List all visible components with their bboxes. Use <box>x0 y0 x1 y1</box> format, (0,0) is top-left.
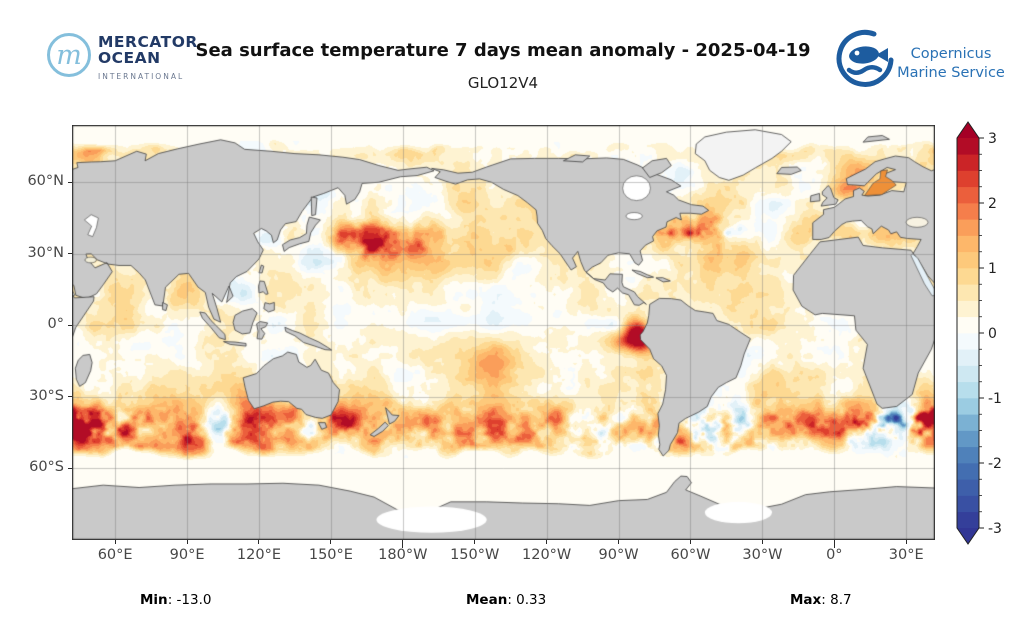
colorbar-segment <box>957 203 979 220</box>
x-tick-label: 0° <box>826 547 843 563</box>
mercator-ocean-wordmark: MERCATOR OCEAN INTERNATIONAL <box>98 34 198 85</box>
colorbar-segment <box>957 219 979 236</box>
colorbar-tick-label: 0 <box>988 326 997 342</box>
x-tick-label: 150°E <box>308 547 353 563</box>
colorbar-segment <box>957 316 979 334</box>
stat-min: Min: -13.0 <box>140 592 211 608</box>
svg-text:m: m <box>56 40 82 71</box>
colorbar-upper-arrow <box>957 122 979 138</box>
stat-mean-label: Mean <box>466 592 508 608</box>
colorbar-segment <box>957 414 979 431</box>
stat-mean-value: 0.33 <box>516 592 547 608</box>
copernicus-line2: Marine Service <box>897 65 1005 81</box>
colorbar-segment <box>957 511 979 529</box>
y-tick-label: 30°S <box>29 387 64 404</box>
colorbar-segment <box>957 365 979 383</box>
colorbar-segment <box>957 446 979 464</box>
colorbar: -3 -2 -1 0 1 2 3 <box>956 121 1002 545</box>
stat-sep: : <box>507 592 517 608</box>
x-tick-mark <box>474 540 476 544</box>
colorbar-segment <box>957 349 979 366</box>
x-tick-mark <box>689 540 691 544</box>
colorbar-segment <box>957 251 979 269</box>
x-tick-label: 120°E <box>236 547 282 563</box>
colorbar-tick-label: 1 <box>988 261 997 277</box>
colorbar-segment <box>957 300 979 318</box>
stat-sep: : <box>167 592 177 608</box>
y-tick-mark <box>68 181 72 183</box>
colorbar-segment <box>957 381 979 399</box>
y-tick-label: 30°N <box>27 244 64 261</box>
x-tick-label: 60°W <box>670 547 711 563</box>
copernicus-wordmark: Copernicus Marine Service <box>893 45 1009 83</box>
x-tick-mark <box>402 540 404 548</box>
y-tick-mark <box>68 253 72 255</box>
x-tick-mark <box>905 540 907 544</box>
stat-min-label: Min <box>140 592 168 608</box>
colorbar-segment <box>957 170 979 188</box>
colorbar-tick-label: 3 <box>988 131 997 147</box>
plot-area <box>72 125 935 540</box>
x-tick-label: 30°E <box>888 547 924 563</box>
mercator-line1: MERCATOR <box>98 33 198 51</box>
stat-mean: Mean: 0.33 <box>466 592 546 608</box>
stat-max-value: 8.7 <box>830 592 852 608</box>
colorbar-segment <box>957 463 979 480</box>
colorbar-segment <box>957 333 979 350</box>
stat-min-value: -13.0 <box>176 592 212 608</box>
x-tick-mark <box>114 540 116 544</box>
y-tick-label: 0° <box>47 316 64 333</box>
x-tick-label: 150°W <box>450 547 500 563</box>
y-tick-mark <box>68 396 72 398</box>
colorbar-segment <box>957 138 979 155</box>
colorbar-tick-label: -3 <box>988 521 1002 537</box>
colorbar-segment <box>957 235 979 253</box>
x-tick-mark <box>618 540 620 544</box>
copernicus-fish-icon <box>836 29 894 87</box>
colorbar-segment <box>957 284 979 301</box>
stat-sep: : <box>821 592 831 608</box>
colorbar-segment <box>957 154 979 171</box>
colorbar-tick-label: -2 <box>988 456 1002 472</box>
x-tick-mark <box>833 540 835 548</box>
page-title: Sea surface temperature 7 days mean anom… <box>195 40 811 61</box>
page-subtitle: GLO12V4 <box>467 74 539 92</box>
stat-max-label: Max <box>790 592 822 608</box>
colorbar-segment <box>957 186 979 204</box>
colorbar-segment <box>957 430 979 448</box>
x-tick-mark <box>330 540 332 544</box>
x-tick-mark <box>258 540 260 544</box>
x-tick-label: 90°E <box>169 547 205 563</box>
colorbar-segment <box>957 479 979 496</box>
mercator-line2: OCEAN <box>98 49 161 67</box>
y-tick-label: 60°N <box>27 173 64 190</box>
x-tick-label: 30°W <box>742 547 783 563</box>
x-tick-label: 60°E <box>97 547 133 563</box>
x-tick-mark <box>546 540 548 544</box>
colorbar-segment <box>957 268 979 285</box>
world-sst-anomaly-map <box>72 125 935 540</box>
y-tick-label: 60°S <box>29 459 64 476</box>
copernicus-line1: Copernicus <box>910 46 992 62</box>
colorbar-lower-arrow <box>957 528 979 544</box>
x-tick-label: 120°W <box>522 547 572 563</box>
mercator-line3: INTERNATIONAL <box>98 72 185 81</box>
mercator-ocean-logo-icon: m <box>47 33 91 77</box>
x-tick-label: 180°W <box>378 547 428 563</box>
y-tick-mark <box>68 324 72 326</box>
colorbar-tick-label: -1 <box>988 391 1002 407</box>
x-tick-label: 90°W <box>598 547 639 563</box>
colorbar-segment <box>957 495 979 513</box>
colorbar-tick-label: 2 <box>988 196 997 212</box>
x-tick-mark <box>761 540 763 544</box>
y-tick-mark <box>68 467 72 469</box>
stat-max: Max: 8.7 <box>790 592 852 608</box>
colorbar-segment <box>957 398 979 415</box>
x-tick-mark <box>186 540 188 544</box>
